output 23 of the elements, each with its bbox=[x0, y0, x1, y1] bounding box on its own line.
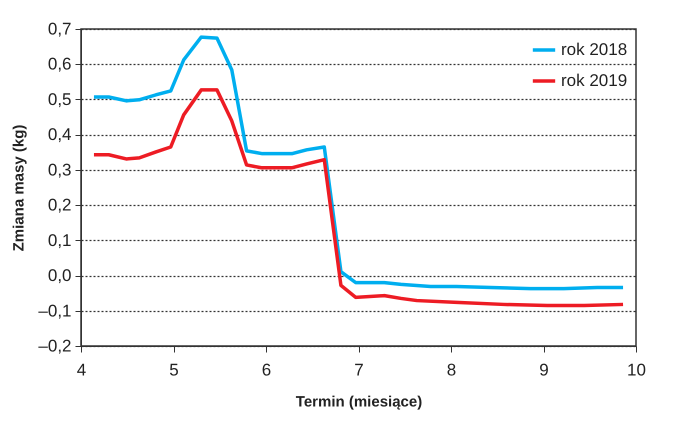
y-tick-label: 0,5 bbox=[48, 90, 72, 109]
y-tick-label: –0,2 bbox=[38, 336, 72, 356]
y-axis-title: Zmiana masy (kg) bbox=[10, 124, 28, 252]
x-tick-label: 8 bbox=[446, 360, 456, 380]
x-tick-label: 7 bbox=[354, 360, 364, 380]
x-axis-title: Termin (miesiące) bbox=[296, 394, 422, 410]
legend-label: rok 2019 bbox=[561, 71, 628, 90]
x-tick-label: 5 bbox=[169, 360, 179, 380]
y-tick-label: 0,0 bbox=[48, 266, 72, 286]
line-series bbox=[92, 35, 625, 290]
y-tick-label: 0,3 bbox=[48, 160, 72, 180]
y-tick-label: 0,6 bbox=[48, 54, 72, 74]
x-tick-label: 6 bbox=[262, 360, 272, 380]
x-tick-label: 4 bbox=[76, 360, 86, 380]
y-tick-label: 0,4 bbox=[48, 125, 72, 144]
x-tick-label: 9 bbox=[539, 360, 549, 380]
y-tick-label: 0,1 bbox=[48, 230, 72, 250]
y-tick-label: 0,7 bbox=[48, 20, 72, 38]
legend-label: rok 2018 bbox=[561, 40, 628, 59]
y-tick-label: 0,2 bbox=[48, 196, 72, 215]
x-tick-label: 10 bbox=[627, 360, 646, 380]
line-series bbox=[92, 88, 625, 308]
y-tick-label: –0,1 bbox=[38, 301, 72, 320]
